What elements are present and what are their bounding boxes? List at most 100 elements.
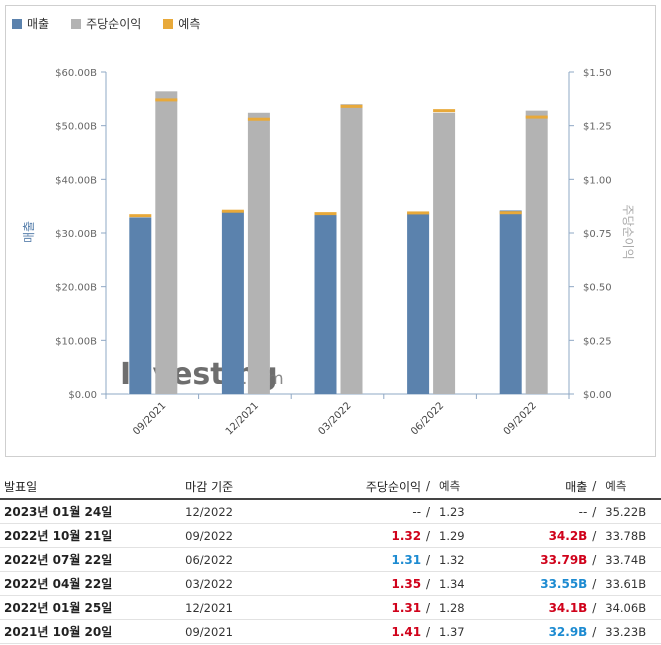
row-period: 03/2022 xyxy=(185,576,233,591)
row-period: 06/2022 xyxy=(185,552,233,567)
header-eps-forecast[interactable]: 예측 xyxy=(439,479,461,493)
revenue-forecast-marker xyxy=(221,209,244,213)
eps-swatch-icon xyxy=(71,18,82,29)
y2-tick-label: $1.25 xyxy=(583,122,612,133)
revenue-forecast-marker xyxy=(314,212,337,216)
revenue-bar xyxy=(129,217,152,394)
chart-legend: 매출 주당순이익 예측 xyxy=(12,15,200,32)
row-sep2: / xyxy=(592,552,597,567)
y2-tick-label: $1.00 xyxy=(583,175,612,186)
y2-tick-label: $0.25 xyxy=(583,336,612,347)
table-header: 발표일 마감 기준 주당순이익 / 예측 매출 / 예측 xyxy=(0,474,661,500)
row-sep: / xyxy=(426,552,431,567)
row-period: 09/2021 xyxy=(185,624,233,639)
row-eps-forecast: 1.23 xyxy=(439,504,465,519)
row-eps: 1.41 xyxy=(391,624,422,639)
revenue-bar xyxy=(314,213,337,394)
row-sep2: / xyxy=(592,576,597,591)
eps-forecast-marker xyxy=(247,117,270,121)
y-tick-label: $20.00B xyxy=(55,283,97,294)
revenue-forecast-marker xyxy=(129,214,152,218)
forecast-swatch-icon xyxy=(163,18,174,29)
legend-label-forecast: 예측 xyxy=(178,17,201,31)
x-tick-label: 09/2021 xyxy=(131,400,168,437)
row-period: 09/2022 xyxy=(185,528,233,543)
row-date: 2021년 10월 20일 xyxy=(4,625,113,639)
row-revenue-forecast: 33.78B xyxy=(605,528,647,543)
table-row: 2023년 01월 24일 12/2022 -- / 1.23 -- / 35.22B xyxy=(0,500,661,524)
header-date[interactable]: 발표일 xyxy=(4,479,38,494)
eps-bar xyxy=(155,91,178,394)
eps-bar xyxy=(247,112,270,394)
row-eps: -- xyxy=(412,504,422,519)
row-revenue: -- xyxy=(578,504,588,519)
row-eps: 1.35 xyxy=(391,576,422,591)
x-tick-label: 03/2022 xyxy=(316,400,353,437)
row-revenue-forecast: 33.74B xyxy=(605,552,647,567)
eps-bar xyxy=(340,104,363,394)
row-eps: 1.31 xyxy=(391,600,422,615)
row-revenue: 34.2B xyxy=(548,528,588,543)
header-sep: / xyxy=(426,479,431,493)
eps-bar xyxy=(525,110,548,394)
row-revenue-forecast: 35.22B xyxy=(605,504,647,519)
legend-item-forecast[interactable]: 예측 xyxy=(163,15,200,32)
row-revenue: 33.79B xyxy=(540,552,588,567)
table-body: 2023년 01월 24일 12/2022 -- / 1.23 -- / 35.22B 2022… xyxy=(0,500,661,644)
table-row: 2022년 04월 22일 03/2022 1.35 / 1.34 33.55B / 33.6… xyxy=(0,572,661,596)
header-revenue-forecast[interactable]: 예측 xyxy=(605,479,627,493)
row-sep2: / xyxy=(592,504,597,519)
y-tick-label: $10.00B xyxy=(55,336,97,347)
y-axis-label: 매출 xyxy=(22,221,36,243)
legend-label-eps: 주당순이익 xyxy=(86,17,142,31)
row-period: 12/2022 xyxy=(185,504,233,519)
revenue-bar xyxy=(407,212,430,394)
row-sep: / xyxy=(426,504,431,519)
row-sep2: / xyxy=(592,600,597,615)
y2-tick-label: $0.75 xyxy=(583,229,612,240)
row-eps-forecast: 1.37 xyxy=(439,624,465,639)
x-tick-label: 12/2021 xyxy=(224,400,261,437)
x-tick-label: 09/2022 xyxy=(502,400,539,437)
revenue-forecast-marker xyxy=(407,211,430,215)
y-tick-label: $30.00B xyxy=(55,229,97,240)
eps-forecast-marker xyxy=(433,109,456,113)
row-sep2: / xyxy=(592,528,597,543)
table-row: 2022년 07월 22일 06/2022 1.31 / 1.32 33.79B / 33.7… xyxy=(0,548,661,572)
y2-tick-label: $1.50 xyxy=(583,68,612,79)
row-revenue-forecast: 34.06B xyxy=(605,600,647,615)
header-revenue[interactable]: 매출 xyxy=(565,479,588,494)
legend-label-revenue: 매출 xyxy=(27,17,50,31)
earnings-table: 발표일 마감 기준 주당순이익 / 예측 매출 / 예측 2023년 01월 2… xyxy=(0,474,661,644)
legend-item-eps[interactable]: 주당순이익 xyxy=(71,15,141,32)
y-tick-label: $40.00B xyxy=(55,175,97,186)
header-eps[interactable]: 주당순이익 xyxy=(365,479,422,494)
revenue-swatch-icon xyxy=(12,18,22,29)
row-sep2: / xyxy=(592,624,597,639)
row-period: 12/2021 xyxy=(185,600,233,615)
legend-item-revenue[interactable]: 매출 xyxy=(12,15,49,32)
y-tick-label: $0.00 xyxy=(68,390,97,401)
row-eps-forecast: 1.28 xyxy=(439,600,465,615)
row-sep: / xyxy=(426,528,431,543)
y2-axis-label: 주당순이익 xyxy=(621,204,635,259)
eps-forecast-marker xyxy=(155,98,178,102)
revenue-bar xyxy=(499,210,522,394)
row-date: 2022년 07월 22일 xyxy=(4,553,113,567)
table-row: 2022년 01월 25일 12/2021 1.31 / 1.28 34.1B / 34.06… xyxy=(0,596,661,620)
chart-plot: $0.00 $10.00B $20.00B $30.00B $40.00B $50.00B… xyxy=(22,68,635,437)
row-date: 2022년 10월 21일 xyxy=(4,529,113,543)
row-date: 2022년 04월 22일 xyxy=(4,577,113,591)
revenue-forecast-marker xyxy=(499,211,522,215)
row-date: 2022년 01월 25일 xyxy=(4,601,113,615)
revenue-bar xyxy=(221,210,244,394)
header-period[interactable]: 마감 기준 xyxy=(185,479,234,494)
y2-tick-label: $0.50 xyxy=(583,283,612,294)
x-tick-label: 06/2022 xyxy=(409,400,446,437)
row-revenue: 34.1B xyxy=(548,600,588,615)
row-revenue-forecast: 33.23B xyxy=(605,624,647,639)
row-eps-forecast: 1.34 xyxy=(439,576,465,591)
table-row: 2022년 10월 21일 09/2022 1.32 / 1.29 34.2B / 33.78… xyxy=(0,524,661,548)
row-sep: / xyxy=(426,576,431,591)
row-sep: / xyxy=(426,600,431,615)
